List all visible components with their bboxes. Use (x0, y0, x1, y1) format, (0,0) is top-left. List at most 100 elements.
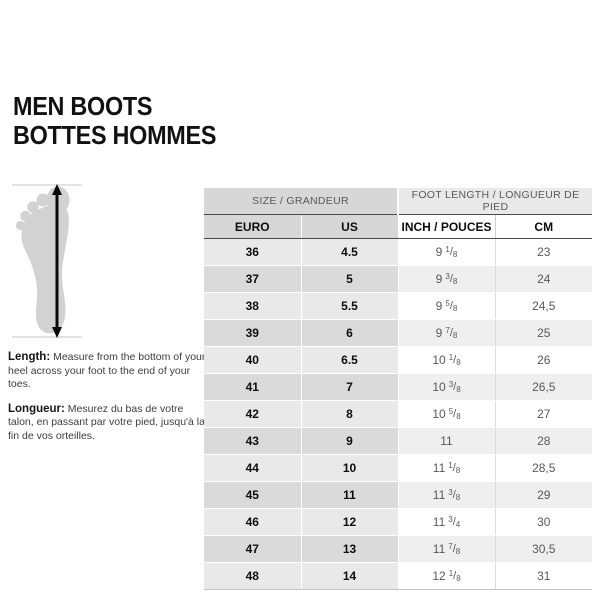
table-row: 39 6 9 7/8 25 (204, 319, 593, 347)
inch-cell: 10 3/8 (398, 373, 496, 401)
inch-whole: 11 (432, 488, 446, 502)
inch-fraction: 7/8 (445, 326, 458, 340)
inch-fraction: 5/8 (448, 407, 461, 421)
inch-cell: 9 7/8 (398, 319, 496, 347)
measure-arrow-icon (52, 184, 62, 338)
inch-whole: 11 (432, 542, 446, 556)
table-row: 43 9 11 28 (204, 427, 593, 455)
inch-cell: 9 3/8 (398, 265, 496, 293)
cm-cell: 24 (495, 265, 593, 293)
us-cell: 5.5 (301, 292, 399, 320)
inch-cell: 9 1/8 (398, 238, 496, 266)
column-header-euro: EURO (204, 214, 302, 239)
inch-whole: 9 (435, 272, 443, 286)
us-cell: 5 (301, 265, 399, 293)
us-cell: 13 (301, 535, 399, 563)
inch-fraction: 3/8 (445, 272, 458, 286)
us-cell: 4.5 (301, 238, 399, 266)
euro-cell: 43 (204, 427, 302, 455)
inch-whole: 11 (432, 515, 446, 529)
page-title-line2: BOTTES HOMMES (13, 120, 217, 150)
table-row: 36 4.5 9 1/8 23 (204, 238, 593, 266)
group-header-row: SIZE / GRANDEUR FOOT LENGTH / LONGUEUR D… (204, 188, 593, 215)
size-table-body: 36 4.5 9 1/8 23 37 5 9 3/8 24 38 5.5 9 5/8 … (204, 238, 593, 590)
table-row: 44 10 11 1/8 28,5 (204, 454, 593, 482)
euro-cell: 48 (204, 562, 302, 590)
cm-cell: 30,5 (495, 535, 593, 563)
inch-fraction: 1/8 (448, 353, 461, 367)
euro-cell: 37 (204, 265, 302, 293)
column-header-us: US (301, 214, 399, 239)
column-header-inch: INCH / POUCES (398, 214, 496, 239)
euro-cell: 39 (204, 319, 302, 347)
inch-cell: 11 1/8 (398, 454, 496, 482)
table-row: 46 12 11 3/4 30 (204, 508, 593, 536)
us-cell: 10 (301, 454, 399, 482)
page-title-line1: MEN BOOTS (13, 91, 153, 121)
length-label: Length: (8, 351, 51, 363)
inch-whole: 12 (432, 569, 446, 583)
inch-whole: 9 (435, 245, 443, 259)
inch-fraction: 7/8 (448, 542, 461, 556)
inch-fraction: 1/8 (445, 245, 458, 259)
cm-cell: 23 (495, 238, 593, 266)
longueur-label: Longueur: (8, 402, 65, 415)
us-cell: 11 (301, 481, 399, 509)
inch-fraction: 1/8 (448, 569, 461, 583)
measuring-instructions: Length: Measure from the bottom of your … (8, 351, 206, 454)
table-row: 41 7 10 3/8 26,5 (204, 373, 593, 401)
inch-fraction: 3/8 (448, 488, 461, 502)
euro-cell: 44 (204, 454, 302, 482)
inch-fraction: 3/8 (448, 380, 461, 394)
inch-cell: 9 5/8 (398, 292, 496, 320)
inch-cell: 11 3/4 (398, 508, 496, 536)
inch-whole: 10 (432, 380, 446, 394)
inch-cell: 10 1/8 (398, 346, 496, 374)
inch-fraction: 1/8 (448, 461, 461, 475)
group-header-foot-length: FOOT LENGTH / LONGUEUR DE PIED (398, 188, 593, 215)
inch-whole: 11 (432, 461, 446, 475)
cm-cell: 29 (495, 481, 593, 509)
cm-cell: 31 (495, 562, 593, 590)
us-cell: 6.5 (301, 346, 399, 374)
table-row: 48 14 12 1/8 31 (204, 562, 593, 590)
inch-cell: 11 (398, 427, 496, 455)
euro-cell: 42 (204, 400, 302, 428)
cm-cell: 25 (495, 319, 593, 347)
euro-cell: 46 (204, 508, 302, 536)
cm-cell: 27 (495, 400, 593, 428)
table-row: 38 5.5 9 5/8 24,5 (204, 292, 593, 320)
inch-cell: 12 1/8 (398, 562, 496, 590)
foot-silhouette (15, 186, 70, 334)
us-cell: 6 (301, 319, 399, 347)
inch-fraction: 5/8 (445, 299, 458, 313)
length-instruction: Length: Measure from the bottom of your … (8, 351, 206, 392)
us-cell: 14 (301, 562, 399, 590)
us-cell: 7 (301, 373, 399, 401)
table-row: 40 6.5 10 1/8 26 (204, 346, 593, 374)
longueur-instruction: Longueur: Mesurez du bas de votre talon,… (8, 403, 206, 444)
foot-measurement-figure (10, 180, 105, 342)
euro-cell: 38 (204, 292, 302, 320)
foot-illustration (12, 184, 82, 338)
inch-cell: 10 5/8 (398, 400, 496, 428)
group-header-size: SIZE / GRANDEUR (204, 188, 399, 215)
table-row: 47 13 11 7/8 30,5 (204, 535, 593, 563)
inch-whole: 9 (435, 299, 443, 313)
cm-cell: 28 (495, 427, 593, 455)
us-cell: 8 (301, 400, 399, 428)
cm-cell: 28,5 (495, 454, 593, 482)
longueur-text: Mesurez du bas de votre talon, en passan… (8, 402, 205, 442)
us-cell: 12 (301, 508, 399, 536)
inch-fraction: 3/4 (448, 515, 461, 529)
table-row: 37 5 9 3/8 24 (204, 265, 593, 293)
inch-cell: 11 7/8 (398, 535, 496, 563)
table-row: 45 11 11 3/8 29 (204, 481, 593, 509)
euro-cell: 45 (204, 481, 302, 509)
cm-cell: 30 (495, 508, 593, 536)
column-header-cm: CM (495, 214, 593, 239)
inch-whole: 9 (435, 326, 443, 340)
length-text: Measure from the bottom of your heel acr… (8, 351, 206, 390)
inch-whole: 11 (440, 434, 453, 448)
